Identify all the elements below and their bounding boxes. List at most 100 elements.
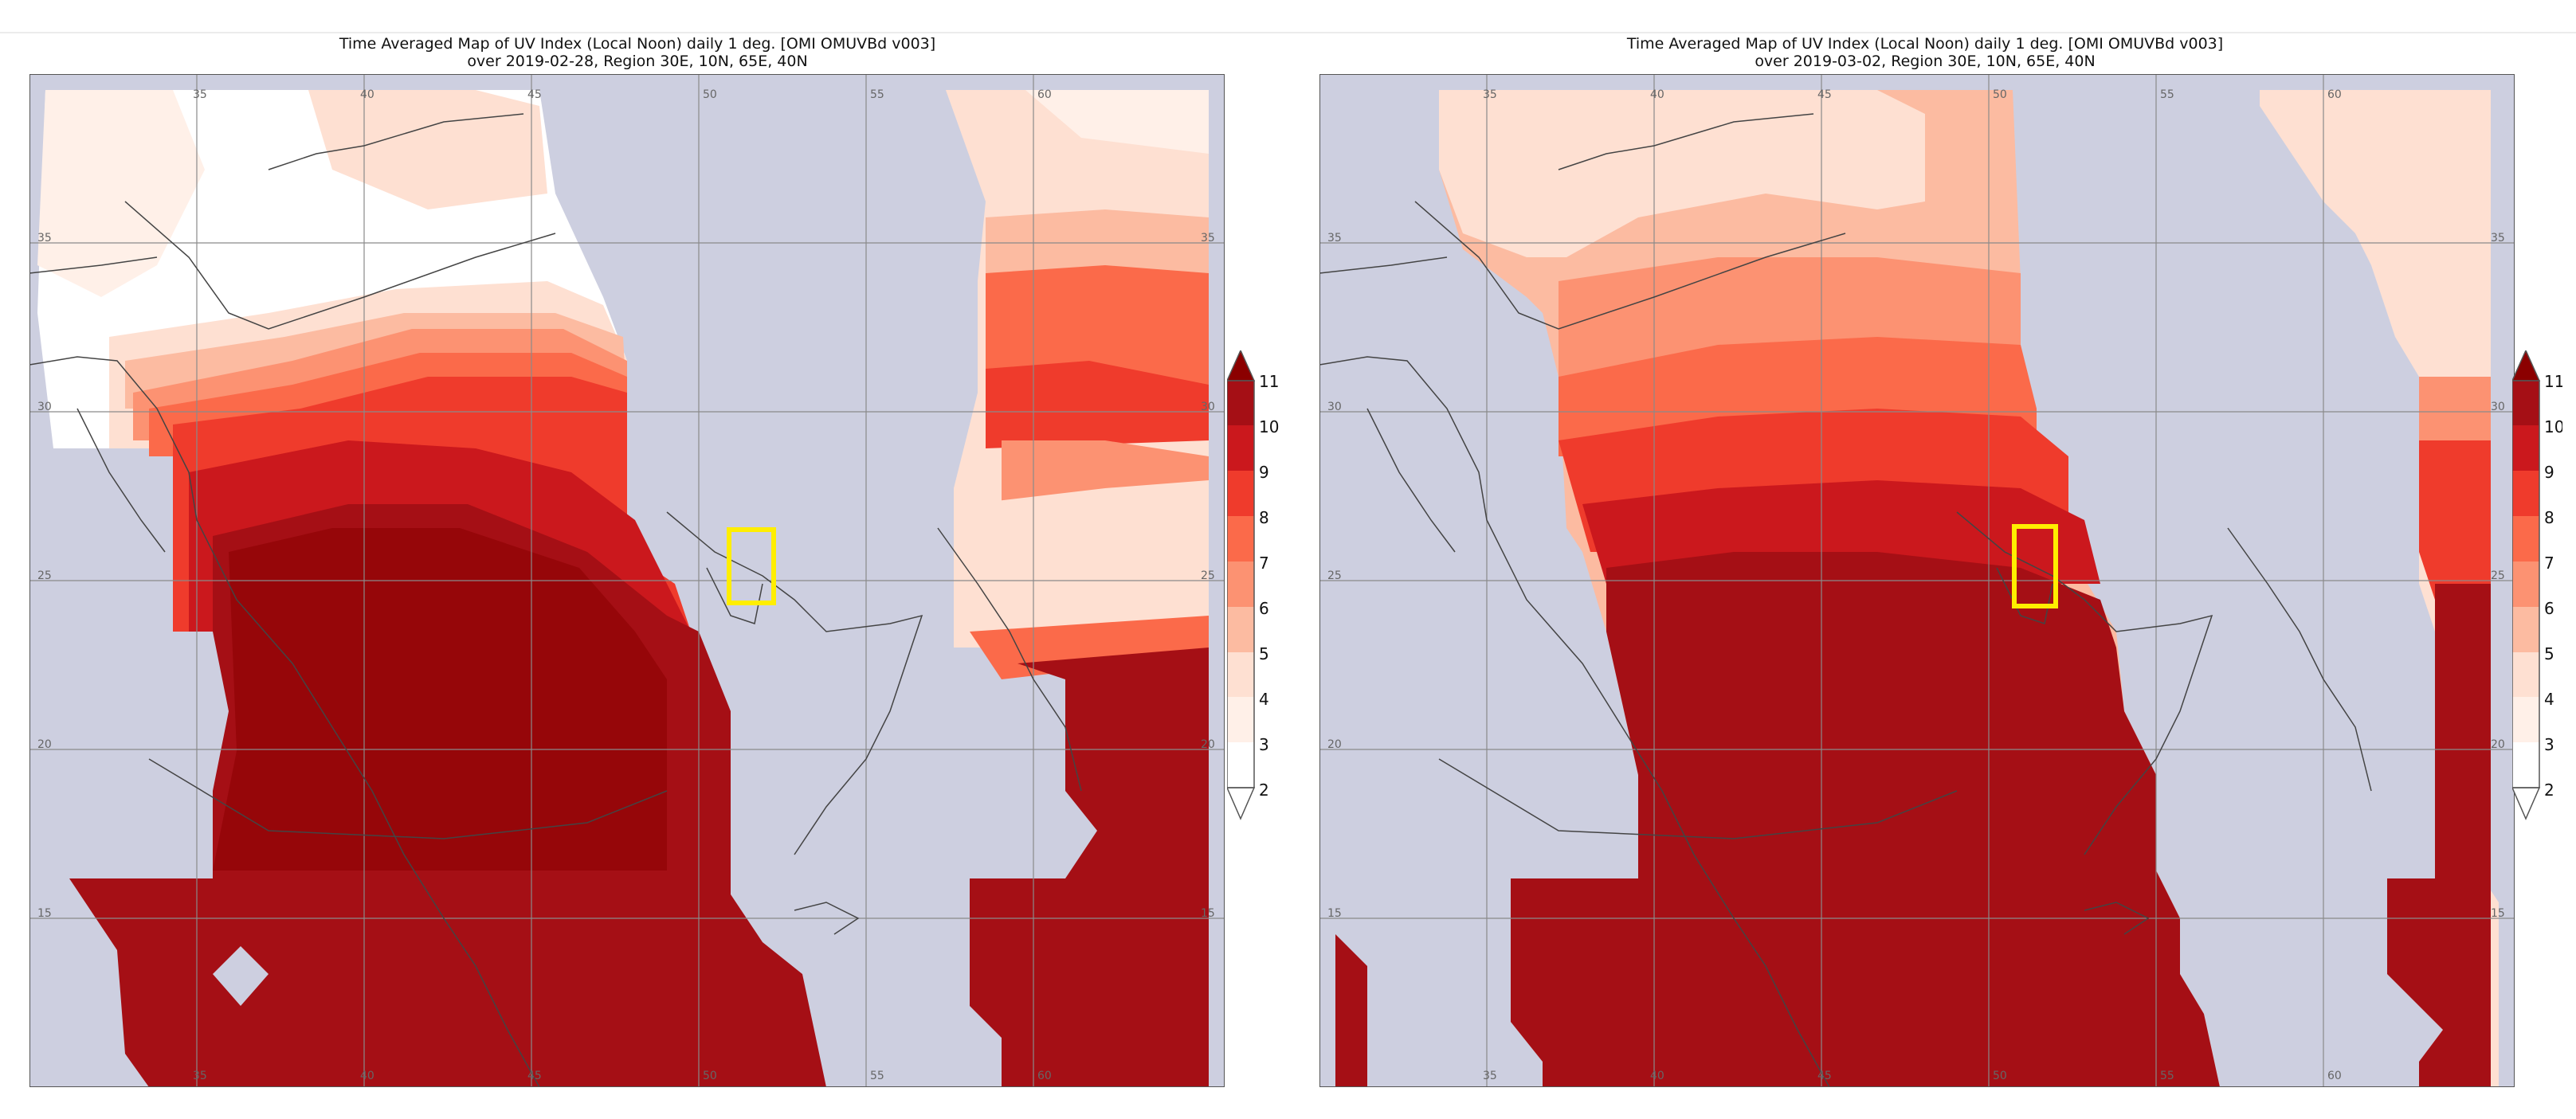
lon-label-bottom: 55 — [870, 1070, 884, 1082]
lon-label: 45 — [1817, 88, 1832, 101]
lon-label: 60 — [2327, 88, 2342, 101]
lat-label: 25 — [1327, 569, 1342, 582]
lon-label-bottom: 45 — [527, 1070, 542, 1082]
colorbar-swatch — [1227, 516, 1254, 561]
uv-east-band-3b — [970, 480, 1209, 632]
uv-east-band-7 — [986, 265, 1209, 393]
map-title-line1: Time Averaged Map of UV Index (Local Noo… — [1626, 35, 2224, 53]
uv-band-11 — [213, 528, 667, 871]
coastlines — [1319, 113, 2372, 1087]
uv-east-band-2 — [946, 90, 1209, 154]
lat-label-right: 20 — [2491, 738, 2505, 751]
colorbar-min-arrow — [2512, 787, 2541, 820]
lat-label: 35 — [1327, 232, 1342, 245]
highlight-box-qatar — [2012, 524, 2058, 608]
uv-index-map: 35 40 45 50 55 60 35 30 25 20 15 35 30 2… — [29, 74, 1225, 1087]
colorbar-tick-label: 5 — [1259, 644, 1269, 663]
colorbar-swatch — [2512, 561, 2539, 607]
colorbar-swatch — [1227, 697, 1254, 742]
map-panel-right: Time Averaged Map of UV Index (Local Noo… — [1288, 0, 2562, 1119]
colorbar-tick-label: 6 — [1259, 599, 1269, 618]
colorbar-swatch — [2512, 516, 2539, 561]
map-title-line2: over 2019-03-02, Region 30E, 10N, 65E, 4… — [1755, 53, 2096, 70]
lat-label: 20 — [1327, 738, 1342, 751]
lat-label: 35 — [37, 232, 52, 245]
lat-label-right: 35 — [2491, 232, 2505, 245]
colorbar-swatch — [1227, 742, 1254, 788]
colorbar-swatch — [1227, 381, 1254, 425]
lon-label: 40 — [1650, 88, 1664, 101]
lon-label: 50 — [703, 88, 717, 101]
lon-label-bottom: 50 — [1993, 1070, 2007, 1082]
lat-label: 15 — [37, 907, 52, 920]
lat-label-right: 25 — [2491, 569, 2505, 582]
colorbar-tick-label: 3 — [2544, 735, 2554, 754]
lat-label-right: 15 — [2491, 907, 2505, 920]
map-panel-left: Time Averaged Map of UV Index (Local Noo… — [0, 0, 1279, 1119]
colorbar-tick-label: 6 — [2544, 599, 2554, 618]
colorbar-swatch — [1227, 561, 1254, 607]
lat-label-right: 30 — [2491, 401, 2505, 413]
uv-east-band-8 — [986, 361, 1209, 448]
colorbar-max-arrow — [2512, 350, 2541, 381]
map-title: Time Averaged Map of UV Index (Local Noo… — [1288, 35, 2562, 70]
lat-label: 30 — [1327, 401, 1342, 413]
lon-label-bottom: 50 — [703, 1070, 717, 1082]
lon-label-bottom: 60 — [1037, 1070, 1052, 1082]
uv-band-10-fragment — [1335, 934, 1367, 1087]
colorbar — [1227, 350, 1256, 820]
colorbar-min-arrow — [1227, 787, 1256, 820]
colorbar-swatch — [2512, 607, 2539, 652]
lon-label: 45 — [527, 88, 542, 101]
colorbar-tick-label: 2 — [1259, 781, 1269, 800]
graticule — [29, 74, 1225, 1087]
lat-label-right: 35 — [1201, 232, 1215, 245]
colorbar-tick-label: 8 — [1259, 508, 1269, 527]
lon-label: 55 — [2160, 88, 2174, 101]
colorbar-tick-label: 9 — [2544, 463, 2554, 482]
lat-label: 15 — [1327, 907, 1342, 920]
colorbar-tick-label: 5 — [2544, 644, 2554, 663]
colorbar-tick-label: 4 — [2544, 690, 2554, 709]
colorbar-tick-label: 10 — [2544, 417, 2562, 436]
no-data-hole — [213, 946, 269, 1006]
colorbar-swatch — [1227, 425, 1254, 471]
top-divider — [0, 32, 2576, 33]
colorbar-tick-label: 8 — [2544, 508, 2554, 527]
lon-label-bottom: 35 — [1483, 1070, 1497, 1082]
colorbar-frame — [2512, 380, 2540, 788]
colorbar-swatch — [2512, 471, 2539, 516]
colorbar-tick-label: 3 — [1259, 735, 1269, 754]
lat-label: 20 — [37, 738, 52, 751]
colorbar-tick-label: 4 — [1259, 690, 1269, 709]
uv-east-band-10 — [2387, 584, 2491, 1087]
colorbar-tick-label: 7 — [2544, 554, 2554, 573]
lon-label: 35 — [1483, 88, 1497, 101]
map-title: Time Averaged Map of UV Index (Local Noo… — [0, 35, 1275, 70]
lat-label-right: 30 — [1201, 401, 1215, 413]
colorbar-tick-label: 7 — [1259, 554, 1269, 573]
colorbar-tick-label: 2 — [2544, 781, 2554, 800]
colorbar-tick-label: 10 — [1259, 417, 1279, 436]
lon-label: 40 — [360, 88, 374, 101]
lon-label-bottom: 35 — [193, 1070, 207, 1082]
lon-label: 50 — [1993, 88, 2007, 101]
graticule — [1319, 74, 2515, 1087]
lat-label-right: 15 — [1201, 907, 1215, 920]
colorbar-ticks: 11 10 9 8 7 6 5 4 3 2 — [2544, 372, 2562, 800]
lat-label-right: 20 — [1201, 738, 1215, 751]
lon-label-bottom: 55 — [2160, 1070, 2174, 1082]
coastlines — [29, 113, 1082, 1087]
colorbar-swatch — [1227, 652, 1254, 697]
colorbar-tick-label: 11 — [1259, 372, 1279, 391]
uv-index-map: 35 40 45 50 55 60 35 30 25 20 15 35 30 2… — [1319, 74, 2515, 1087]
uv-east-band-8 — [2419, 440, 2491, 600]
colorbar-max-arrow — [1227, 350, 1256, 381]
lon-label-bottom: 40 — [360, 1070, 374, 1082]
lon-label-bottom: 60 — [2327, 1070, 2342, 1082]
colorbar-swatch — [1227, 607, 1254, 652]
uv-band-3 — [1439, 90, 1925, 257]
lon-label: 35 — [193, 88, 207, 101]
lon-label-bottom: 45 — [1817, 1070, 1832, 1082]
uv-east-band-10 — [970, 648, 1209, 1087]
